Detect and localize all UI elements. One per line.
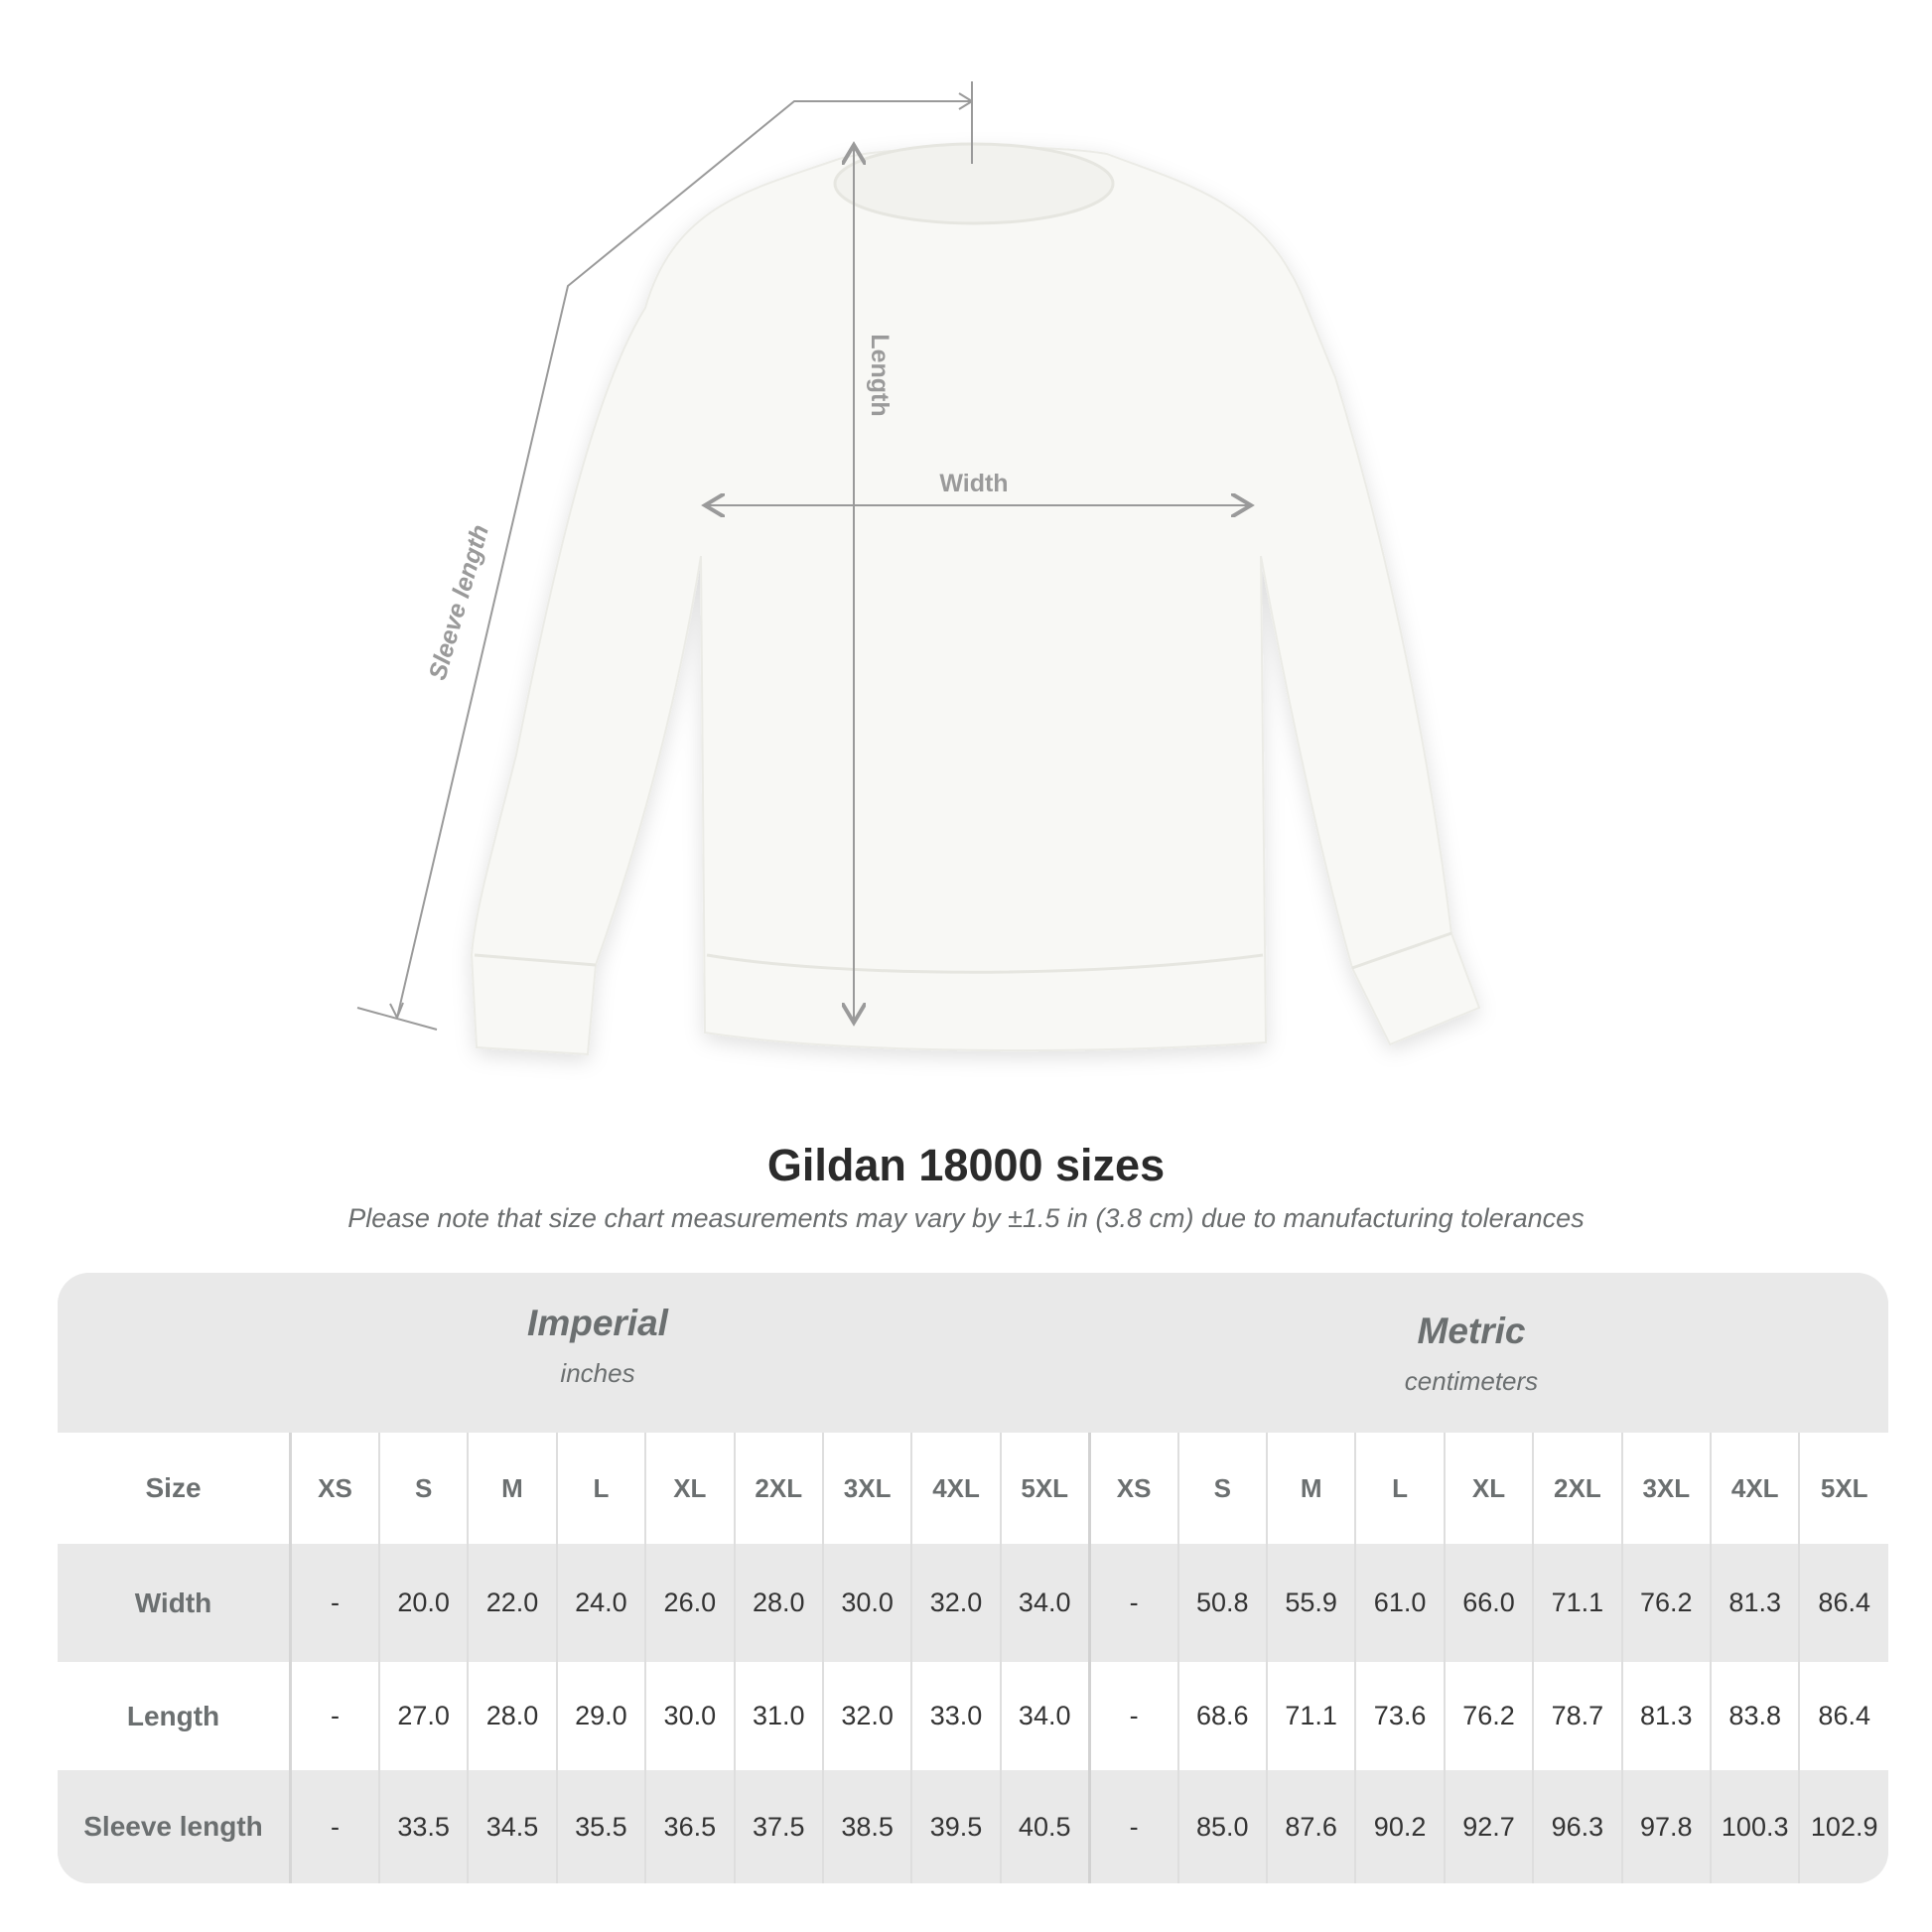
imperial-value: - (289, 1544, 379, 1662)
imperial-value: 35.5 (555, 1770, 646, 1883)
metric-value: 86.4 (1798, 1544, 1888, 1662)
imperial-value: 34.0 (999, 1544, 1090, 1662)
imperial-header: Imperial inches (300, 1303, 896, 1389)
metric-value: 85.0 (1176, 1770, 1267, 1883)
imperial-value: 39.5 (910, 1770, 1001, 1883)
collar (833, 142, 1115, 225)
imperial-value: 33.0 (910, 1662, 1001, 1770)
table-row: Width -20.0 22.0 24.0 26.0 28.0 30.0 32.0 34.0-5… (58, 1544, 1888, 1662)
imperial-size-L: L (555, 1433, 646, 1544)
imperial-value: - (289, 1662, 379, 1770)
imperial-value: 29.0 (555, 1662, 646, 1770)
metric-value: - (1087, 1544, 1178, 1662)
imperial-size-XS: XS (289, 1433, 379, 1544)
imperial-value: 24.0 (555, 1544, 646, 1662)
metric-size-M: M (1265, 1433, 1356, 1544)
imperial-size-M: M (467, 1433, 557, 1544)
metric-header: Metric centimeters (1173, 1311, 1769, 1397)
metric-value: 55.9 (1265, 1544, 1356, 1662)
imperial-value: 34.0 (999, 1662, 1090, 1770)
imperial-value: - (289, 1770, 379, 1883)
metric-value: 61.0 (1354, 1544, 1445, 1662)
metric-value: 50.8 (1176, 1544, 1267, 1662)
imperial-unit: inches (560, 1358, 635, 1388)
sleeve-length-label: Sleeve length (424, 521, 494, 683)
metric-size-XL: XL (1443, 1433, 1534, 1544)
metric-value: 81.3 (1620, 1662, 1711, 1770)
length-label: Length (866, 334, 894, 416)
metric-value: 81.3 (1709, 1544, 1800, 1662)
metric-value: 83.8 (1709, 1662, 1800, 1770)
table-row: Length -27.0 28.0 29.0 30.0 31.0 32.0 33.0 34.0-… (58, 1662, 1888, 1770)
imperial-value: 36.5 (644, 1770, 735, 1883)
size-grid: Size XS S M L XL 2XL 3XL 4XL 5XL XS S M L XL 2XL 3XL 4XL 5… (58, 1433, 1888, 1883)
metric-value: 71.1 (1532, 1544, 1622, 1662)
metric-value: 76.2 (1620, 1544, 1711, 1662)
metric-value: 90.2 (1354, 1770, 1445, 1883)
row-label: Sleeve length (58, 1770, 292, 1883)
unit-header: Imperial inches Metric centimeters (58, 1273, 1888, 1433)
imperial-value: 30.0 (821, 1544, 912, 1662)
metric-title: Metric (1417, 1311, 1526, 1351)
metric-value: 96.3 (1532, 1770, 1622, 1883)
row-label: Width (58, 1544, 292, 1662)
metric-size-4XL: 4XL (1709, 1433, 1800, 1544)
metric-value: - (1087, 1770, 1178, 1883)
metric-value: 68.6 (1176, 1662, 1267, 1770)
imperial-value: 22.0 (467, 1544, 557, 1662)
metric-value: 87.6 (1265, 1770, 1356, 1883)
metric-value: 92.7 (1443, 1770, 1534, 1883)
imperial-value: 27.0 (377, 1662, 469, 1770)
imperial-value: 28.0 (733, 1544, 823, 1662)
imperial-value: 26.0 (644, 1544, 735, 1662)
imperial-size-4XL: 4XL (910, 1433, 1001, 1544)
imperial-value: 37.5 (733, 1770, 823, 1883)
metric-value: 76.2 (1443, 1662, 1534, 1770)
size-label: Size (58, 1433, 292, 1544)
imperial-value: 34.5 (467, 1770, 557, 1883)
tolerance-note: Please note that size chart measurements… (347, 1203, 1585, 1233)
metric-value: 71.1 (1265, 1662, 1356, 1770)
table-row: Sleeve length -33.5 34.5 35.5 36.5 37.5 38.5 39… (58, 1770, 1888, 1883)
metric-value: 78.7 (1532, 1662, 1622, 1770)
metric-value: 66.0 (1443, 1544, 1534, 1662)
imperial-value: 30.0 (644, 1662, 735, 1770)
imperial-title: Imperial (527, 1303, 668, 1343)
imperial-value: 28.0 (467, 1662, 557, 1770)
sweatshirt-image (470, 146, 1481, 1056)
imperial-value: 32.0 (910, 1544, 1001, 1662)
imperial-size-S: S (377, 1433, 469, 1544)
metric-size-S: S (1176, 1433, 1267, 1544)
metric-size-5XL: 5XL (1798, 1433, 1888, 1544)
imperial-value: 40.5 (999, 1770, 1090, 1883)
metric-value: 102.9 (1798, 1770, 1888, 1883)
imperial-value: 33.5 (377, 1770, 469, 1883)
chart-title: Gildan 18000 sizes (766, 1140, 1166, 1190)
metric-size-XS: XS (1087, 1433, 1178, 1544)
imperial-value: 20.0 (377, 1544, 469, 1662)
metric-value: 97.8 (1620, 1770, 1711, 1883)
imperial-value: 32.0 (821, 1662, 912, 1770)
metric-unit: centimeters (1404, 1366, 1539, 1396)
imperial-size-3XL: 3XL (821, 1433, 912, 1544)
imperial-size-5XL: 5XL (999, 1433, 1090, 1544)
metric-value: - (1087, 1662, 1178, 1770)
row-label: Length (58, 1662, 292, 1770)
imperial-size-2XL: 2XL (733, 1433, 823, 1544)
metric-size-2XL: 2XL (1532, 1433, 1622, 1544)
size-header-row: Size XS S M L XL 2XL 3XL 4XL 5XL XS S M L XL 2XL 3XL 4XL 5… (58, 1433, 1888, 1544)
metric-size-3XL: 3XL (1620, 1433, 1711, 1544)
imperial-value: 31.0 (733, 1662, 823, 1770)
size-table: Imperial inches Metric centimeters Size X… (58, 1273, 1888, 1883)
imperial-size-XL: XL (644, 1433, 735, 1544)
imperial-value: 38.5 (821, 1770, 912, 1883)
metric-value: 73.6 (1354, 1662, 1445, 1770)
sweatshirt-diagram: Length Width Sleeve length (356, 81, 1481, 1056)
metric-value: 100.3 (1709, 1770, 1800, 1883)
metric-size-L: L (1354, 1433, 1445, 1544)
metric-value: 86.4 (1798, 1662, 1888, 1770)
sleeve-length-line (396, 100, 972, 1019)
width-label: Width (939, 470, 1008, 497)
